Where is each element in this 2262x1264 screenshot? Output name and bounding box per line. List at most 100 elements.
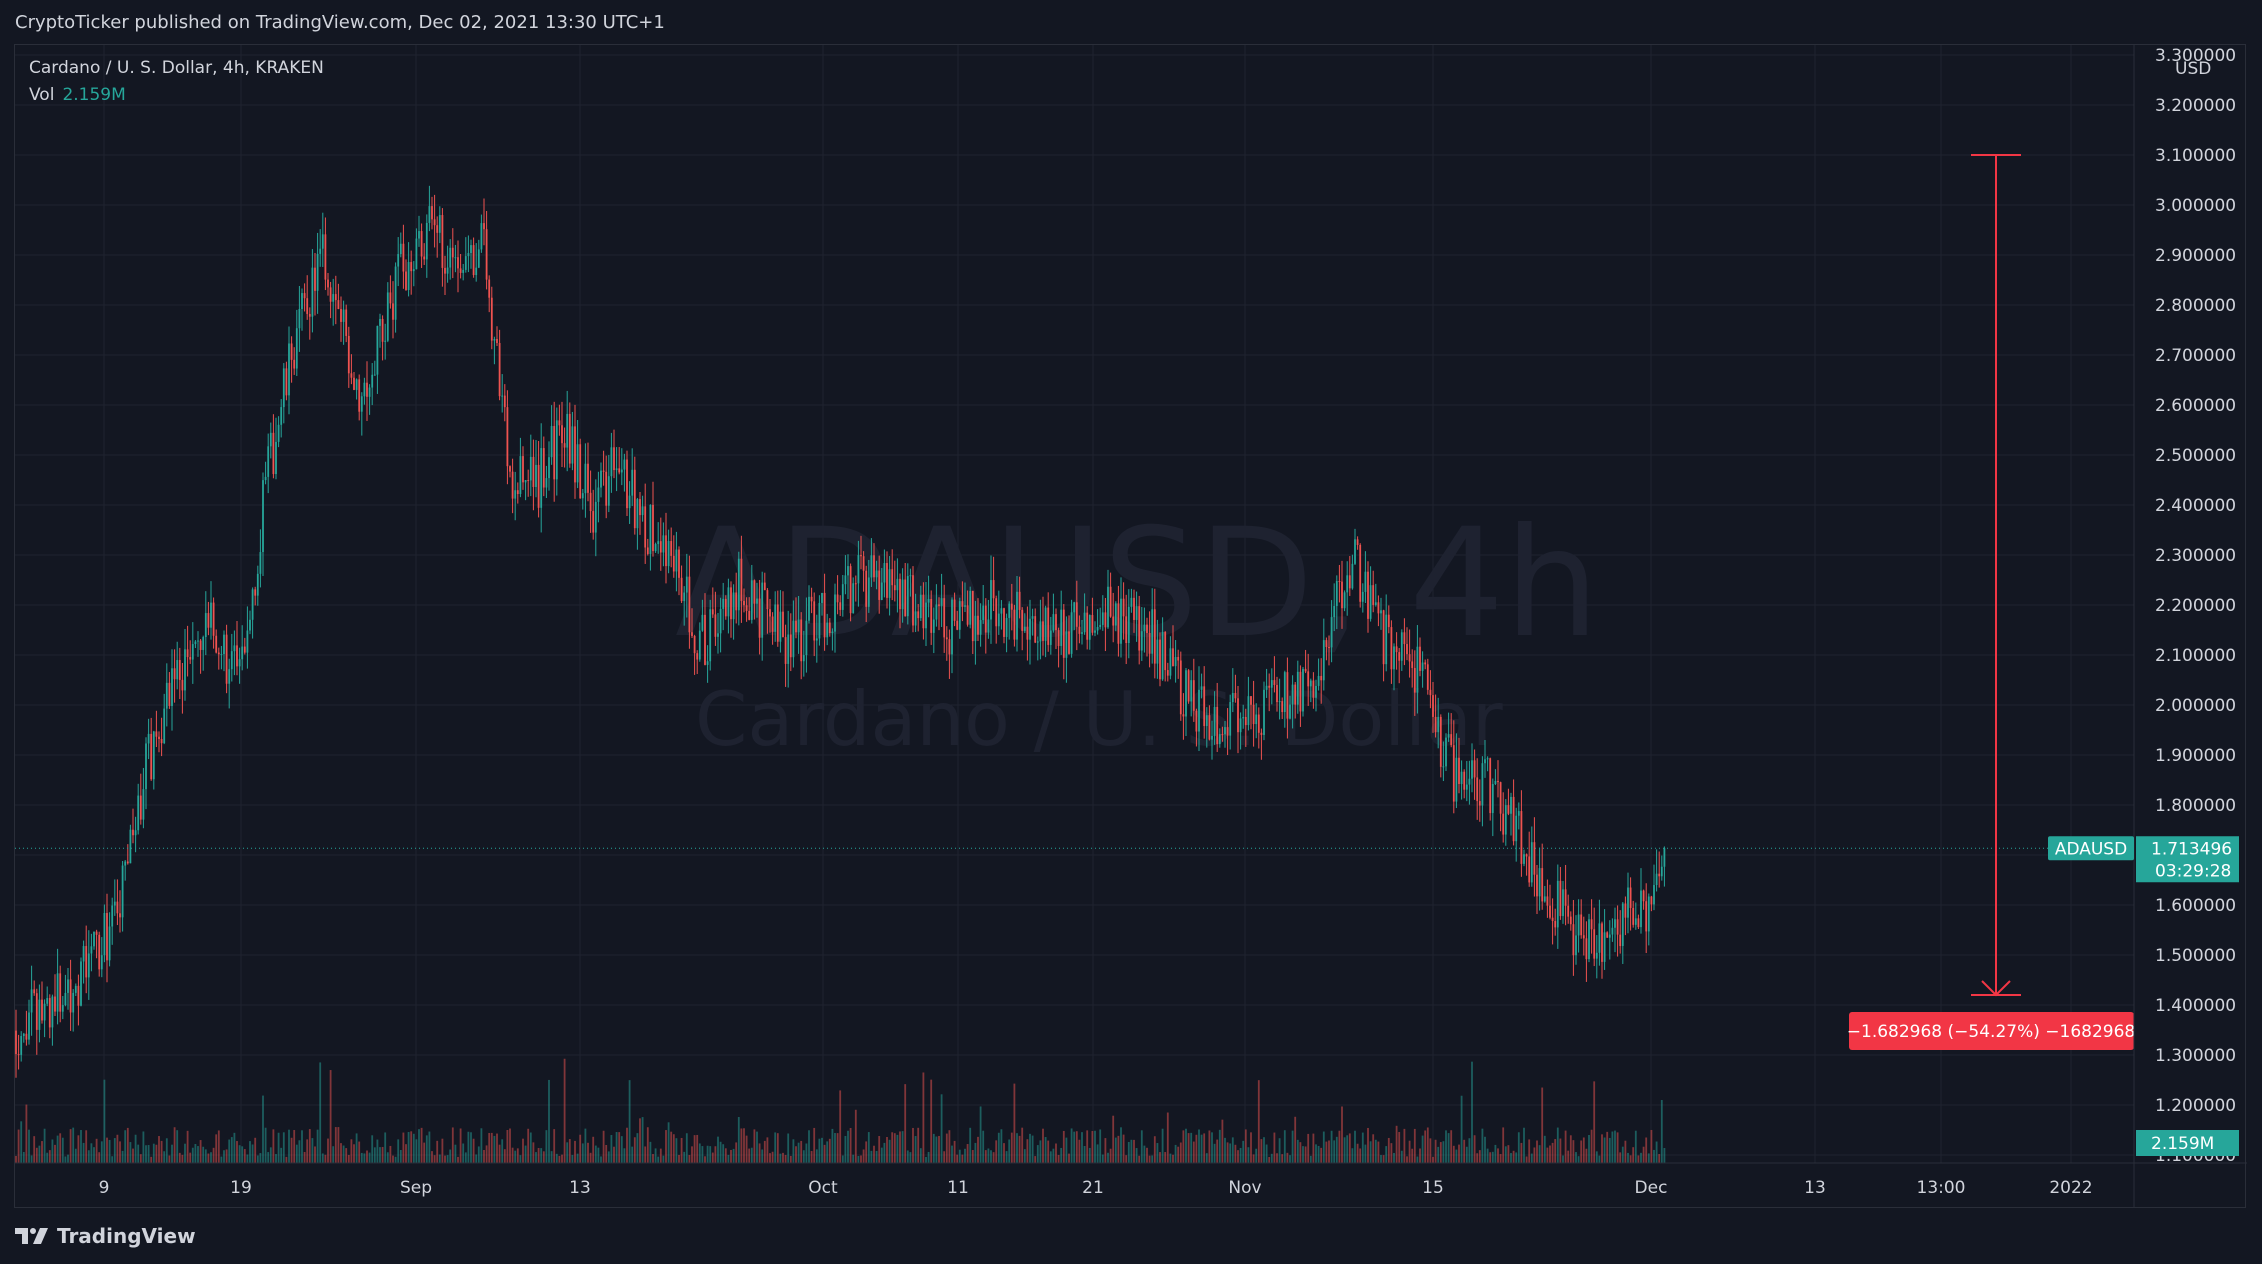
volume-bar bbox=[1393, 1152, 1395, 1163]
candle-body bbox=[1296, 671, 1299, 705]
volume-bar bbox=[1252, 1154, 1255, 1163]
volume-bar bbox=[873, 1145, 875, 1163]
time-tick-label: 13 bbox=[1804, 1178, 1826, 1198]
candle-body bbox=[956, 620, 959, 630]
candle-body bbox=[1099, 624, 1102, 627]
candle-body bbox=[243, 646, 246, 653]
candle-body bbox=[514, 490, 517, 499]
volume-bar bbox=[256, 1155, 259, 1163]
candle-body bbox=[857, 555, 860, 584]
price-tick-label: 2.000000 bbox=[2155, 696, 2236, 716]
candle-body bbox=[1101, 612, 1104, 625]
candle-body bbox=[1200, 686, 1203, 690]
currency-label[interactable]: USD bbox=[2175, 59, 2211, 79]
volume-bar bbox=[337, 1127, 340, 1163]
candle-body bbox=[1567, 905, 1570, 917]
candle-body bbox=[1133, 597, 1135, 620]
volume-bar bbox=[1374, 1139, 1377, 1163]
volume-bar bbox=[1164, 1152, 1167, 1163]
candle-body bbox=[1593, 929, 1596, 959]
volume-bar bbox=[194, 1143, 197, 1163]
time-tick-label: 13 bbox=[569, 1178, 591, 1198]
volume-bar bbox=[841, 1155, 844, 1163]
tradingview-logo[interactable]: TradingView bbox=[15, 1224, 196, 1248]
candle-body bbox=[522, 456, 524, 483]
candle-body bbox=[269, 432, 272, 447]
candle-body bbox=[1265, 685, 1268, 690]
candle-body bbox=[56, 973, 59, 1012]
volume-bar bbox=[1510, 1153, 1512, 1163]
volume-bar bbox=[1432, 1156, 1434, 1163]
candle-body bbox=[678, 549, 680, 578]
candle-body bbox=[1239, 718, 1242, 733]
candle-body bbox=[415, 238, 418, 270]
candle-body bbox=[652, 504, 654, 552]
candle-body bbox=[418, 231, 420, 239]
candle-body bbox=[337, 300, 340, 310]
volume-bar bbox=[43, 1128, 46, 1163]
candle-body bbox=[503, 395, 506, 408]
volume-bar bbox=[436, 1140, 439, 1163]
volume-bar bbox=[1653, 1149, 1655, 1163]
candle-body bbox=[1333, 605, 1336, 618]
candle-body bbox=[1086, 612, 1089, 640]
candle-body bbox=[982, 605, 985, 621]
candle-body bbox=[992, 580, 995, 599]
candle-body bbox=[33, 989, 36, 994]
candle-body bbox=[1455, 757, 1458, 802]
volume-bar bbox=[990, 1150, 992, 1163]
candle-body bbox=[1208, 715, 1211, 740]
volume-bar bbox=[1372, 1134, 1375, 1163]
candle-body bbox=[1250, 696, 1252, 705]
volume-bar bbox=[878, 1136, 881, 1163]
candle-body bbox=[1036, 641, 1039, 643]
volume-bar bbox=[1619, 1152, 1622, 1163]
volume-bar bbox=[550, 1151, 553, 1163]
candle-body bbox=[316, 253, 319, 291]
candle-body bbox=[1395, 646, 1398, 653]
candle-body bbox=[984, 605, 987, 633]
candle-body bbox=[272, 432, 275, 475]
volume-bar bbox=[1094, 1130, 1096, 1163]
candle-body bbox=[995, 598, 998, 627]
candle-body bbox=[940, 598, 943, 606]
symbol-line[interactable]: Cardano / U. S. Dollar, 4h, KRAKEN bbox=[29, 58, 324, 78]
candle-body bbox=[433, 219, 436, 226]
volume-bar bbox=[267, 1152, 270, 1163]
volume-bar bbox=[1494, 1144, 1497, 1163]
candle-body bbox=[990, 580, 992, 620]
volume-bar bbox=[1156, 1143, 1159, 1163]
volume-bar bbox=[259, 1153, 262, 1163]
time-axis[interactable]: 9 19 Sep 13 Oct 11 21 Nov 15 Dec 13 13:00 2022 bbox=[15, 1162, 2247, 1198]
candle-body bbox=[1468, 778, 1471, 785]
volume-bar bbox=[1497, 1148, 1499, 1163]
volume-bar bbox=[376, 1139, 379, 1163]
candle-body bbox=[277, 424, 280, 442]
volume-bar bbox=[880, 1147, 883, 1163]
candle-body bbox=[1585, 938, 1588, 960]
measure-tool[interactable]: −1.682968 (−54.27%) −1682968 bbox=[1847, 154, 2135, 1050]
volume-bar bbox=[763, 1140, 766, 1163]
chart-pane[interactable]: ADAUSD, 4h Cardano / U. S. Dollar −1.682… bbox=[14, 44, 2247, 1209]
price-axis[interactable]: 3.300000 3.200000 3.100000 3.000000 2.900000… bbox=[2133, 45, 2236, 1209]
candle-body bbox=[639, 499, 641, 516]
volume-bar bbox=[761, 1149, 764, 1163]
candle-body bbox=[509, 466, 511, 472]
candle-body bbox=[1195, 710, 1198, 732]
price-chart[interactable]: ADAUSD, 4h Cardano / U. S. Dollar −1.682… bbox=[15, 45, 2247, 1209]
volume-bar bbox=[1520, 1142, 1523, 1163]
volume-bar bbox=[1416, 1156, 1419, 1163]
volume-bar bbox=[1380, 1155, 1382, 1163]
volume-bar bbox=[132, 1148, 134, 1163]
candle-body bbox=[745, 605, 748, 611]
candle-body bbox=[1018, 591, 1021, 610]
volume-bar bbox=[636, 1133, 639, 1163]
candle-body bbox=[1556, 880, 1559, 928]
volume-bar bbox=[1307, 1133, 1310, 1163]
candle-body bbox=[20, 1036, 23, 1055]
volume-bar bbox=[613, 1146, 615, 1163]
candle-body bbox=[1460, 771, 1463, 784]
volume-bar bbox=[163, 1151, 166, 1163]
volume-bar bbox=[241, 1146, 244, 1163]
candle-body bbox=[1120, 598, 1122, 644]
